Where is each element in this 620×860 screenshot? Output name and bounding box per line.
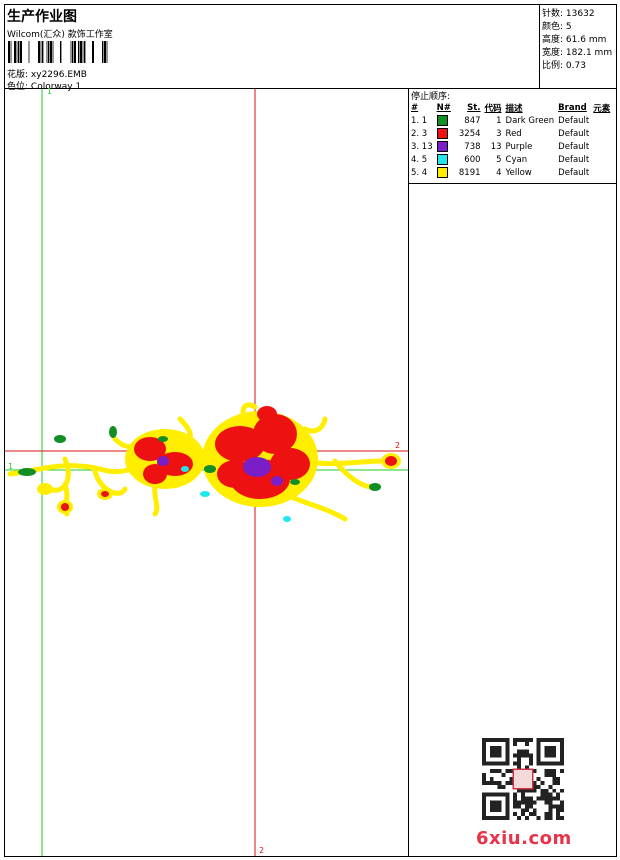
stat-height-label: 高度: xyxy=(542,35,564,45)
stop-row: 3. 13 738 13 Purple Default xyxy=(409,140,612,153)
row-element xyxy=(591,140,612,153)
row-description: Purple xyxy=(505,141,533,152)
stat-width: 宽度: 182.1 mm xyxy=(542,45,612,58)
row-swatch xyxy=(435,166,457,179)
design-preview: 1 1 2 2 xyxy=(5,87,409,856)
color-swatch xyxy=(436,167,448,178)
row-element xyxy=(591,127,612,140)
row-brand: Default xyxy=(558,141,590,152)
row-brand: Default xyxy=(558,167,590,178)
red-horizontal-guide-label: 2 xyxy=(395,441,401,450)
stat-height-value: 61.6 mm xyxy=(565,35,607,45)
colorway-value: Colorway 1 xyxy=(30,82,82,92)
stat-stitches-value: 13632 xyxy=(565,9,595,19)
design-label: 花版: xyxy=(7,70,29,80)
row-stitches: 738 xyxy=(464,141,481,152)
page-frame xyxy=(4,4,617,857)
row-description: Red xyxy=(505,128,522,139)
stat-scale: 比例: 0.73 xyxy=(542,58,586,71)
green-horizontal-guide-label: 1 xyxy=(8,462,14,471)
stat-colors-label: 颜色: xyxy=(542,22,564,32)
table-header-row: # N# St. 代码 描述 Brand 元素 xyxy=(409,101,612,114)
row-element xyxy=(591,153,612,166)
row-swatch xyxy=(435,114,457,127)
watermark: 6xiu.com xyxy=(476,828,572,849)
row-index: 1. 1 xyxy=(411,115,428,126)
row-element xyxy=(591,166,612,179)
col-brand: Brand xyxy=(558,102,587,113)
row-code: 4 xyxy=(496,167,502,178)
row-brand: Default xyxy=(558,115,590,126)
stop-row: 2. 3 3254 3 Red Default xyxy=(409,127,612,140)
embroidery-motif xyxy=(7,402,401,522)
row-stitches: 3254 xyxy=(458,128,481,139)
row-description: Dark Green xyxy=(505,115,555,126)
stat-stitches-label: 针数: xyxy=(542,9,564,19)
stop-sequence-panel: 停止顺序: # N# St. 代码 描述 Brand 元素 1. 1 847 1 Da… xyxy=(409,89,616,184)
row-code: 13 xyxy=(490,141,502,152)
company-name: Wilcom(汇众) 款饰工作室 xyxy=(7,30,113,40)
stat-scale-value: 0.73 xyxy=(565,61,586,71)
stop-row: 4. 5 600 5 Cyan Default xyxy=(409,153,612,166)
design-file-line: 花版: xy2296.EMB xyxy=(7,67,87,80)
col-index: # xyxy=(411,102,419,113)
barcode xyxy=(8,41,108,63)
stats-panel: 针数: 13632 颜色: 5 高度: 61.6 mm 宽度: 182.1 mm… xyxy=(539,5,617,88)
row-stitches: 8191 xyxy=(458,167,481,178)
header-divider xyxy=(5,88,616,89)
row-index: 2. 3 xyxy=(411,128,428,139)
row-index: 3. 13 xyxy=(411,141,433,152)
stat-colors: 颜色: 5 xyxy=(542,19,572,32)
row-code: 1 xyxy=(496,115,502,126)
qr-code xyxy=(482,738,564,820)
row-swatch xyxy=(435,140,457,153)
color-swatch xyxy=(436,141,448,152)
stop-row: 5. 4 8191 4 Yellow Default xyxy=(409,166,612,179)
row-swatch xyxy=(435,127,457,140)
row-index: 4. 5 xyxy=(411,154,428,165)
red-vertical-guide-label: 2 xyxy=(259,846,265,855)
color-swatch xyxy=(436,154,448,165)
color-swatch xyxy=(436,128,448,139)
stop-row: 1. 1 847 1 Dark Green Default xyxy=(409,114,612,127)
row-code: 5 xyxy=(496,154,502,165)
stat-scale-label: 比例: xyxy=(542,61,564,71)
colorway-line: 色位: Colorway 1 xyxy=(7,79,81,92)
col-number: N# xyxy=(436,102,451,113)
color-swatch xyxy=(436,115,448,126)
col-stitches: St. xyxy=(467,102,481,113)
row-swatch xyxy=(435,153,457,166)
row-brand: Default xyxy=(558,154,590,165)
row-description: Yellow xyxy=(505,167,532,178)
page-title: 生产作业图 xyxy=(7,9,77,25)
header: 生产作业图 Wilcom(汇众) 款饰工作室 花版: xy2296.EMB 色位… xyxy=(5,5,541,92)
row-code: 3 xyxy=(496,128,502,139)
row-index: 5. 4 xyxy=(411,167,428,178)
col-element: 元素 xyxy=(593,103,611,114)
colorway-label: 色位: xyxy=(7,82,29,92)
stat-height: 高度: 61.6 mm xyxy=(542,32,606,45)
col-description: 描述 xyxy=(505,103,523,114)
col-code: 代码 xyxy=(484,103,502,114)
stat-width-label: 宽度: xyxy=(542,48,564,58)
design-value: xy2296.EMB xyxy=(30,70,87,80)
green-vertical-guide-label: 1 xyxy=(47,87,53,96)
row-element xyxy=(591,114,612,127)
stop-sequence-table: # N# St. 代码 描述 Brand 元素 1. 1 847 1 Dark Gre… xyxy=(409,101,612,179)
row-description: Cyan xyxy=(505,154,528,165)
stat-stitches: 针数: 13632 xyxy=(542,6,595,19)
row-stitches: 847 xyxy=(464,115,481,126)
stat-width-value: 182.1 mm xyxy=(565,48,613,58)
stop-sequence-title: 停止顺序: xyxy=(411,92,451,102)
row-stitches: 600 xyxy=(464,154,481,165)
embroidery-canvas xyxy=(5,89,408,856)
row-brand: Default xyxy=(558,128,590,139)
stat-colors-value: 5 xyxy=(565,22,572,32)
